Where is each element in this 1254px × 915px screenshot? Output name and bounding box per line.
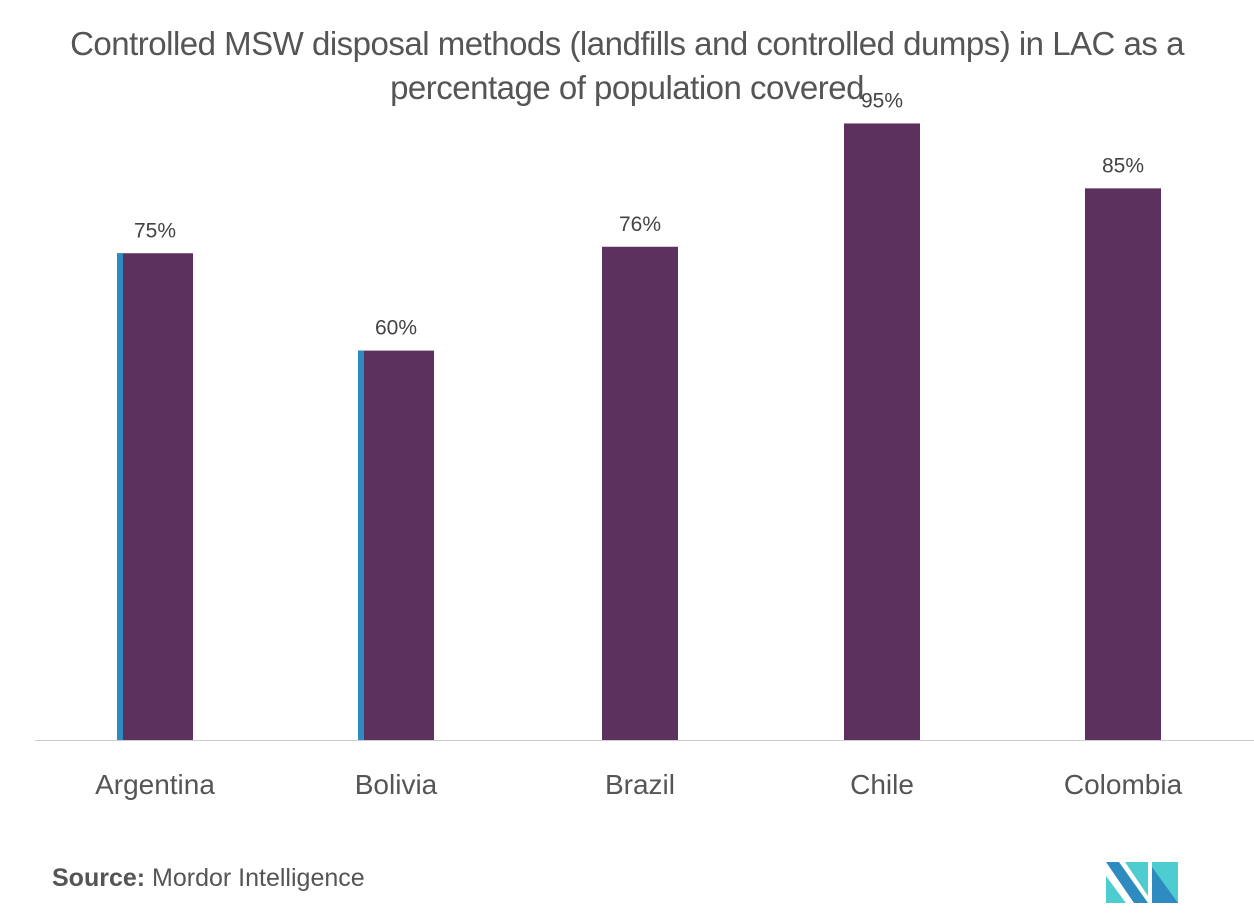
bar-colombia bbox=[1085, 188, 1161, 741]
x-tick-label: Argentina bbox=[95, 769, 215, 800]
bar-chart: 75% Argentina 60% Bolivia 76% Brazil 95% Chile 8… bbox=[35, 89, 1254, 800]
bar-brazil bbox=[602, 246, 678, 740]
bar-accent-stripe bbox=[358, 350, 364, 740]
source-label: Source: bbox=[52, 864, 146, 892]
x-tick-label: Chile bbox=[850, 769, 914, 800]
x-tick-label: Bolivia bbox=[355, 769, 438, 800]
bar-bolivia bbox=[358, 350, 434, 740]
data-label: 95% bbox=[861, 89, 903, 112]
data-label: 85% bbox=[1102, 154, 1144, 177]
source-text: Mordor Intelligence bbox=[152, 864, 365, 892]
source-note: Source: Mordor Intelligence bbox=[52, 864, 365, 893]
x-tick-label: Colombia bbox=[1064, 769, 1183, 800]
bar-argentina bbox=[117, 253, 193, 740]
bar-chile bbox=[844, 123, 920, 740]
bar-accent-stripe bbox=[117, 253, 123, 740]
data-label: 60% bbox=[375, 317, 417, 340]
data-label: 76% bbox=[619, 213, 661, 236]
mordor-logo bbox=[1106, 862, 1178, 903]
chart-title: Controlled MSW disposal methods (landfil… bbox=[70, 25, 1184, 106]
x-tick-label: Brazil bbox=[605, 769, 675, 800]
data-label: 75% bbox=[134, 219, 176, 242]
